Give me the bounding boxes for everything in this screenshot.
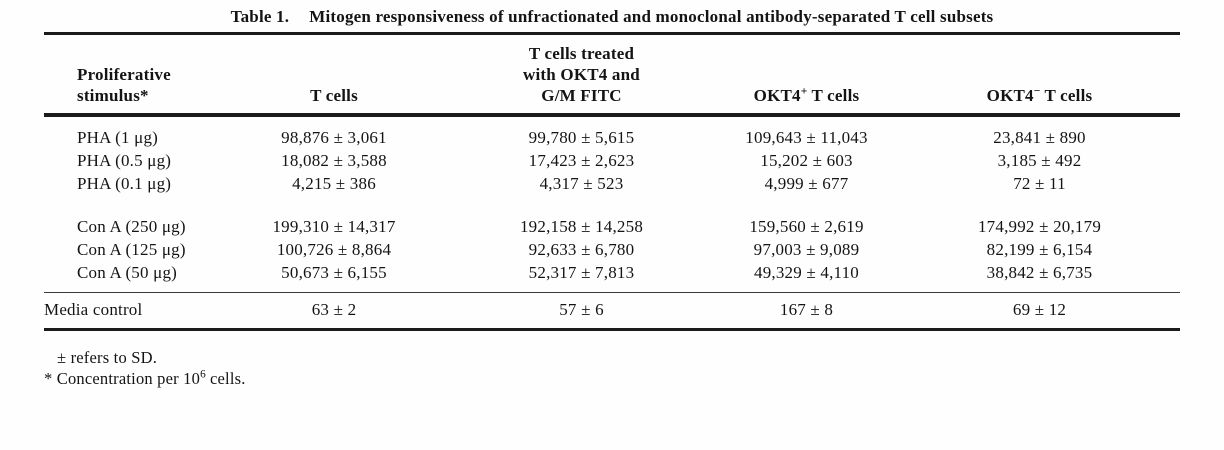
column-header-okt4-positive: OKT4+ T cells [714,33,899,117]
value-cell: 82,199 ± 6,154 [986,240,1093,259]
value-cell: 92,633 ± 6,780 [528,240,635,259]
value-cell: 192,158 ± 14,258 [519,217,644,236]
value-cell: 4,317 ± 523 [539,174,624,193]
value-cell: 15,202 ± 603 [760,151,853,170]
value-cell: 159,560 ± 2,619 [749,217,864,236]
media-control-row-group: Media control 63 ± 2 57 ± 6 167 ± 8 69 ±… [44,292,1180,330]
table-title: Mitogen responsiveness of unfractionated… [309,7,994,26]
value-cell: 18,082 ± 3,588 [281,151,387,170]
value-cell: 17,423 ± 2,623 [528,151,635,170]
column-header-proliferative-stimulus: Proliferative stimulus* [44,33,219,117]
header-text: T cells [807,86,860,105]
superscript-plus: + [800,84,808,98]
superscript-minus: − [1033,84,1041,98]
header-text: OKT4 [986,86,1034,105]
header-line: Proliferative [77,65,171,84]
value-cell: 38,842 ± 6,735 [986,263,1093,282]
value-cell: 23,841 ± 890 [993,128,1086,147]
value-cell: 52,317 ± 7,813 [528,263,635,282]
value-cell: 3,185 ± 492 [997,151,1082,170]
table-row: PHA (0.5 μg) 18,082 ± 3,588 17,423 ± 2,6… [44,149,1180,172]
header-text: OKT4 [753,86,801,105]
table-caption: Table 1. Mitogen responsiveness of unfrac… [0,0,1224,27]
table-footnotes: ± refers to SD. * Concentration per 106 … [0,348,1224,389]
stimulus-cell: Con A (125 μg) [77,240,186,259]
stimulus-cell: Con A (250 μg) [77,217,186,236]
value-cell: 4,215 ± 386 [292,174,376,193]
value-cell: 4,999 ± 677 [764,174,849,193]
table-container: Proliferative stimulus* T cells T cells … [44,32,1180,331]
value-cell: 174,992 ± 20,179 [977,217,1102,236]
column-header-t-cells: T cells [219,33,449,117]
footnote-text: cells. [205,369,246,388]
value-cell: 49,329 ± 4,110 [754,263,859,282]
table-row: Con A (50 μg) 50,673 ± 6,155 52,317 ± 7,… [44,261,1180,293]
table-header: Proliferative stimulus* T cells T cells … [44,33,1180,117]
table-label: Table 1. [230,7,290,26]
table-row: PHA (1 μg) 98,876 ± 3,061 99,780 ± 5,615… [44,115,1180,149]
header-line: stimulus* [77,86,149,105]
value-cell: 72 ± 11 [1013,174,1066,193]
mitogen-responsiveness-table: Proliferative stimulus* T cells T cells … [44,32,1180,331]
con-a-row-group: Con A (250 μg) 199,310 ± 14,317 192,158 … [44,205,1180,293]
pha-row-group: PHA (1 μg) 98,876 ± 3,061 99,780 ± 5,615… [44,115,1180,205]
stimulus-cell: PHA (0.5 μg) [77,151,172,170]
column-header-okt4-negative: OKT4− T cells [899,33,1180,117]
stimulus-cell: Con A (50 μg) [77,263,178,282]
header-row: Proliferative stimulus* T cells T cells … [44,33,1180,117]
table-row: Con A (125 μg) 100,726 ± 8,864 92,633 ± … [44,238,1180,261]
header-text: T cells [1040,86,1093,105]
value-cell: 199,310 ± 14,317 [272,217,396,236]
stimulus-cell: Media control [44,300,143,319]
footnote-text: * Concentration per 10 [44,369,201,388]
value-cell: 97,003 ± 9,089 [753,240,860,259]
value-cell: 167 ± 8 [779,300,834,319]
superscript-six: 6 [200,368,206,381]
table-row: PHA (0.1 μg) 4,215 ± 386 4,317 ± 523 4,9… [44,172,1180,205]
value-cell: 100,726 ± 8,864 [276,240,392,259]
value-cell: 57 ± 6 [559,300,604,319]
value-cell: 99,780 ± 5,615 [528,128,635,147]
stimulus-cell: PHA (1 μg) [77,128,159,147]
column-header-t-cells-treated: T cells treated with OKT4 and G/M FITC [449,33,714,117]
value-cell: 50,673 ± 6,155 [281,263,387,282]
stimulus-cell: PHA (0.1 μg) [77,174,172,193]
footnote-concentration: * Concentration per 106 cells. [44,369,1224,389]
value-cell: 109,643 ± 11,043 [745,128,868,147]
footnote-sd: ± refers to SD. [57,348,158,367]
value-cell: 63 ± 2 [311,300,357,319]
header-line: T cells treated [528,44,635,63]
table-row: Media control 63 ± 2 57 ± 6 167 ± 8 69 ±… [44,293,1180,330]
value-cell: 98,876 ± 3,061 [281,128,387,147]
header-line: with OKT4 and [523,65,640,84]
header-line: G/M FITC [541,86,622,105]
value-cell: 69 ± 12 [1012,300,1067,319]
table-row: Con A (250 μg) 199,310 ± 14,317 192,158 … [44,205,1180,238]
